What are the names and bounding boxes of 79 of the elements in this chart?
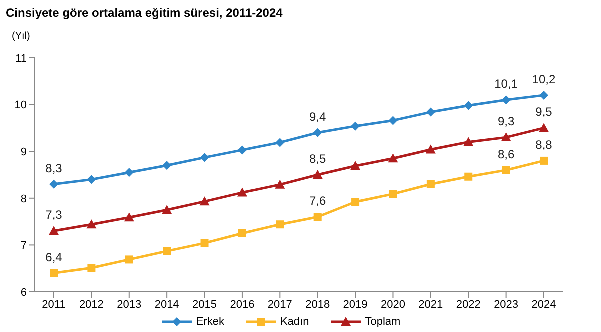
y-tick-label: 9	[20, 146, 27, 159]
x-tick-label: 2013	[117, 298, 142, 311]
point	[162, 161, 172, 170]
y-tick-label: 10	[14, 100, 27, 112]
point	[124, 212, 134, 222]
point	[352, 198, 360, 206]
y-tick-label: 11	[16, 52, 27, 65]
x-tick-label: 2014	[154, 298, 180, 311]
point	[238, 146, 247, 155]
data-label: 6,4	[46, 250, 63, 264]
point	[388, 154, 398, 163]
point	[238, 230, 246, 238]
point	[86, 220, 97, 229]
x-tick-label: 2018	[306, 298, 330, 311]
point	[464, 101, 474, 110]
data-label: 9,5	[536, 105, 553, 120]
x-tick-label: 2016	[230, 298, 255, 311]
point	[502, 166, 510, 174]
point	[312, 170, 323, 179]
point	[464, 172, 473, 181]
data-label: 7,6	[310, 194, 327, 208]
data-label: 8,8	[536, 138, 553, 152]
point	[314, 213, 322, 222]
data-label: 7,3	[46, 208, 63, 222]
x-tick-label: 2019	[343, 298, 368, 311]
data-label: 10,2	[532, 72, 556, 86]
y-tick-label: 6	[20, 286, 27, 299]
data-label: 9,4	[310, 110, 327, 124]
y-tick-label: 7	[20, 240, 27, 252]
point	[200, 153, 210, 162]
legend-label: Kadın	[279, 316, 310, 328]
x-tick-label: 2017	[268, 298, 292, 311]
point	[539, 123, 549, 132]
point	[276, 138, 285, 148]
y-axis-title: (Yıl)	[12, 31, 30, 42]
data-label: 8,5	[310, 152, 327, 166]
point	[88, 264, 96, 272]
point	[200, 196, 210, 206]
point	[426, 144, 436, 154]
y-tick-label: 8	[20, 193, 27, 206]
point	[124, 168, 134, 178]
x-tick-label: 2011	[42, 298, 66, 311]
data-label: 8,3	[46, 161, 63, 176]
legend-label: Erkek	[195, 316, 224, 328]
data-label: 9,3	[498, 114, 515, 129]
point	[540, 90, 548, 100]
x-tick-label: 2023	[494, 298, 519, 311]
point	[162, 205, 172, 214]
point	[464, 137, 474, 146]
point	[389, 190, 398, 198]
point	[426, 180, 435, 188]
point	[237, 188, 248, 197]
point	[87, 175, 96, 184]
point	[50, 269, 58, 278]
point	[200, 239, 209, 248]
point	[276, 220, 284, 229]
data-label: 8,6	[498, 147, 515, 162]
point	[351, 122, 360, 131]
point	[540, 156, 548, 165]
point	[313, 128, 322, 138]
point	[350, 161, 361, 170]
point	[163, 247, 172, 256]
x-tick-label: 2022	[456, 298, 481, 311]
data-label: 10,1	[494, 77, 518, 92]
point	[502, 96, 511, 105]
point	[275, 180, 286, 189]
x-tick-label: 2021	[418, 298, 444, 311]
point	[50, 180, 58, 189]
x-tick-label: 2024	[532, 298, 556, 311]
x-tick-label: 2012	[79, 298, 104, 311]
x-tick-label: 2015	[192, 298, 218, 311]
point	[388, 116, 398, 126]
point	[501, 132, 512, 142]
point	[426, 108, 436, 117]
legend-label: Toplam	[364, 316, 401, 328]
chart-title: Cinsiyete göre ortalama eğitim süresi, 2011-2024	[6, 6, 283, 20]
x-tick-label: 2020	[380, 298, 406, 311]
point	[125, 256, 134, 264]
point	[49, 226, 59, 236]
